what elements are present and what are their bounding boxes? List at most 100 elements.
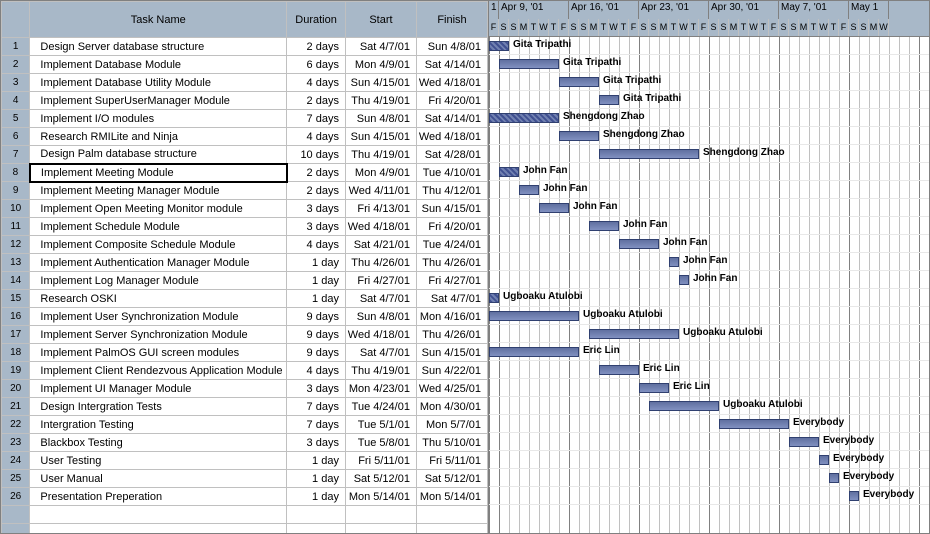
task-name-cell[interactable]: Implement Composite Schedule Module — [30, 236, 287, 254]
gantt-row[interactable]: Eric Lin — [489, 379, 929, 397]
finish-cell[interactable]: Sun 4/15/01 — [416, 344, 487, 362]
start-cell[interactable]: Sun 4/8/01 — [345, 110, 416, 128]
row-number[interactable]: 21 — [2, 398, 30, 416]
gantt-row[interactable]: Everybody — [489, 415, 929, 433]
start-cell[interactable]: Sun 4/8/01 — [345, 308, 416, 326]
duration-cell[interactable]: 4 days — [287, 236, 346, 254]
finish-cell[interactable]: Sat 4/28/01 — [416, 146, 487, 164]
gantt-bar[interactable] — [849, 491, 859, 501]
start-cell[interactable]: Wed 4/18/01 — [345, 218, 416, 236]
gantt-bar[interactable] — [599, 149, 699, 159]
duration-cell[interactable]: 9 days — [287, 344, 346, 362]
task-name-cell[interactable]: Implement I/O modules — [30, 110, 287, 128]
gantt-row[interactable]: Shengdong Zhao — [489, 109, 929, 127]
row-number[interactable]: 4 — [2, 92, 30, 110]
start-cell[interactable]: Thu 4/26/01 — [345, 254, 416, 272]
duration-cell[interactable]: 1 day — [287, 254, 346, 272]
task-name-cell[interactable]: User Testing — [30, 452, 287, 470]
gantt-row[interactable]: John Fan — [489, 217, 929, 235]
gantt-row[interactable]: John Fan — [489, 271, 929, 289]
gantt-row[interactable]: Eric Lin — [489, 343, 929, 361]
gantt-row[interactable]: Everybody — [489, 433, 929, 451]
task-name-cell[interactable]: Implement Client Rendezvous Application … — [30, 362, 287, 380]
gantt-row[interactable]: Ugboaku Atulobi — [489, 307, 929, 325]
table-row[interactable]: 16Implement User Synchronization Module9… — [2, 308, 488, 326]
start-cell[interactable]: Tue 5/8/01 — [345, 434, 416, 452]
finish-cell[interactable]: Tue 4/10/01 — [416, 164, 487, 182]
gantt-bar[interactable] — [789, 437, 819, 447]
finish-cell[interactable]: Fri 5/11/01 — [416, 452, 487, 470]
row-number[interactable]: 3 — [2, 74, 30, 92]
duration-cell[interactable]: 1 day — [287, 452, 346, 470]
duration-cell[interactable]: 6 days — [287, 56, 346, 74]
gantt-row[interactable]: Ugboaku Atulobi — [489, 325, 929, 343]
duration-cell[interactable]: 2 days — [287, 92, 346, 110]
finish-cell[interactable]: Mon 4/16/01 — [416, 308, 487, 326]
task-name-cell[interactable]: Design Intergration Tests — [30, 398, 287, 416]
task-name-cell[interactable]: Implement Database Module — [30, 56, 287, 74]
finish-cell[interactable]: Sat 4/14/01 — [416, 56, 487, 74]
row-number[interactable]: 8 — [2, 164, 30, 182]
finish-cell[interactable]: Wed 4/18/01 — [416, 128, 487, 146]
finish-cell[interactable]: Wed 4/25/01 — [416, 380, 487, 398]
start-cell[interactable]: Fri 4/27/01 — [345, 272, 416, 290]
finish-cell[interactable]: Thu 4/26/01 — [416, 254, 487, 272]
gantt-bar[interactable] — [819, 455, 829, 465]
start-cell[interactable]: Wed 4/11/01 — [345, 182, 416, 200]
gantt-row[interactable]: Ugboaku Atulobi — [489, 397, 929, 415]
gantt-row[interactable]: Everybody — [489, 487, 929, 505]
gantt-row[interactable]: Gita Tripathi — [489, 55, 929, 73]
finish-cell[interactable]: Thu 4/26/01 — [416, 326, 487, 344]
task-name-cell[interactable]: Blackbox Testing — [30, 434, 287, 452]
row-number[interactable]: 10 — [2, 200, 30, 218]
gantt-bar[interactable] — [679, 275, 689, 285]
table-row[interactable]: 25User Manual1 daySat 5/12/01Sat 5/12/01 — [2, 470, 488, 488]
duration-cell[interactable]: 10 days — [287, 146, 346, 164]
table-row[interactable]: 19Implement Client Rendezvous Applicatio… — [2, 362, 488, 380]
finish-cell[interactable]: Fri 4/20/01 — [416, 218, 487, 236]
gantt-row[interactable]: John Fan — [489, 163, 929, 181]
start-cell[interactable]: Sat 5/12/01 — [345, 470, 416, 488]
table-row[interactable]: 10Implement Open Meeting Monitor module3… — [2, 200, 488, 218]
table-row[interactable]: 22Intergration Testing7 daysTue 5/1/01Mo… — [2, 416, 488, 434]
table-row[interactable]: 14Implement Log Manager Module1 dayFri 4… — [2, 272, 488, 290]
duration-cell[interactable]: 4 days — [287, 128, 346, 146]
gantt-bar[interactable] — [489, 347, 579, 357]
row-number[interactable]: 12 — [2, 236, 30, 254]
duration-cell[interactable]: 1 day — [287, 290, 346, 308]
task-name-cell[interactable]: User Manual — [30, 470, 287, 488]
gantt-bar[interactable] — [669, 257, 679, 267]
row-number[interactable]: 19 — [2, 362, 30, 380]
finish-cell[interactable]: Sun 4/22/01 — [416, 362, 487, 380]
row-number[interactable]: 9 — [2, 182, 30, 200]
table-row[interactable]: 23Blackbox Testing3 daysTue 5/8/01Thu 5/… — [2, 434, 488, 452]
row-number[interactable]: 2 — [2, 56, 30, 74]
finish-cell[interactable]: Sun 4/8/01 — [416, 38, 487, 56]
row-number[interactable]: 15 — [2, 290, 30, 308]
start-cell[interactable]: Sun 4/15/01 — [345, 128, 416, 146]
row-number[interactable]: 25 — [2, 470, 30, 488]
gantt-bar[interactable] — [559, 77, 599, 87]
row-number[interactable]: 22 — [2, 416, 30, 434]
row-number[interactable]: 6 — [2, 128, 30, 146]
row-number[interactable]: 24 — [2, 452, 30, 470]
finish-cell[interactable]: Sat 4/14/01 — [416, 110, 487, 128]
table-row[interactable]: 13Implement Authentication Manager Modul… — [2, 254, 488, 272]
row-number[interactable]: 18 — [2, 344, 30, 362]
table-row[interactable]: 6Research RMILite and Ninja4 daysSun 4/1… — [2, 128, 488, 146]
start-cell[interactable]: Thu 4/19/01 — [345, 146, 416, 164]
row-number[interactable]: 16 — [2, 308, 30, 326]
gantt-bar[interactable] — [829, 473, 839, 483]
duration-cell[interactable]: 1 day — [287, 272, 346, 290]
task-name-cell[interactable]: Implement Meeting Manager Module — [30, 182, 287, 200]
task-name-cell[interactable]: Implement Server Synchronization Module — [30, 326, 287, 344]
task-name-cell[interactable]: Design Server database structure — [30, 38, 287, 56]
gantt-row[interactable]: John Fan — [489, 235, 929, 253]
duration-cell[interactable]: 7 days — [287, 110, 346, 128]
gantt-row[interactable]: Everybody — [489, 469, 929, 487]
task-name-cell[interactable]: Implement Open Meeting Monitor module — [30, 200, 287, 218]
table-row[interactable]: 1Design Server database structure2 daysS… — [2, 38, 488, 56]
finish-cell[interactable]: Sat 5/12/01 — [416, 470, 487, 488]
finish-cell[interactable]: Thu 4/12/01 — [416, 182, 487, 200]
finish-cell[interactable]: Mon 5/14/01 — [416, 488, 487, 506]
